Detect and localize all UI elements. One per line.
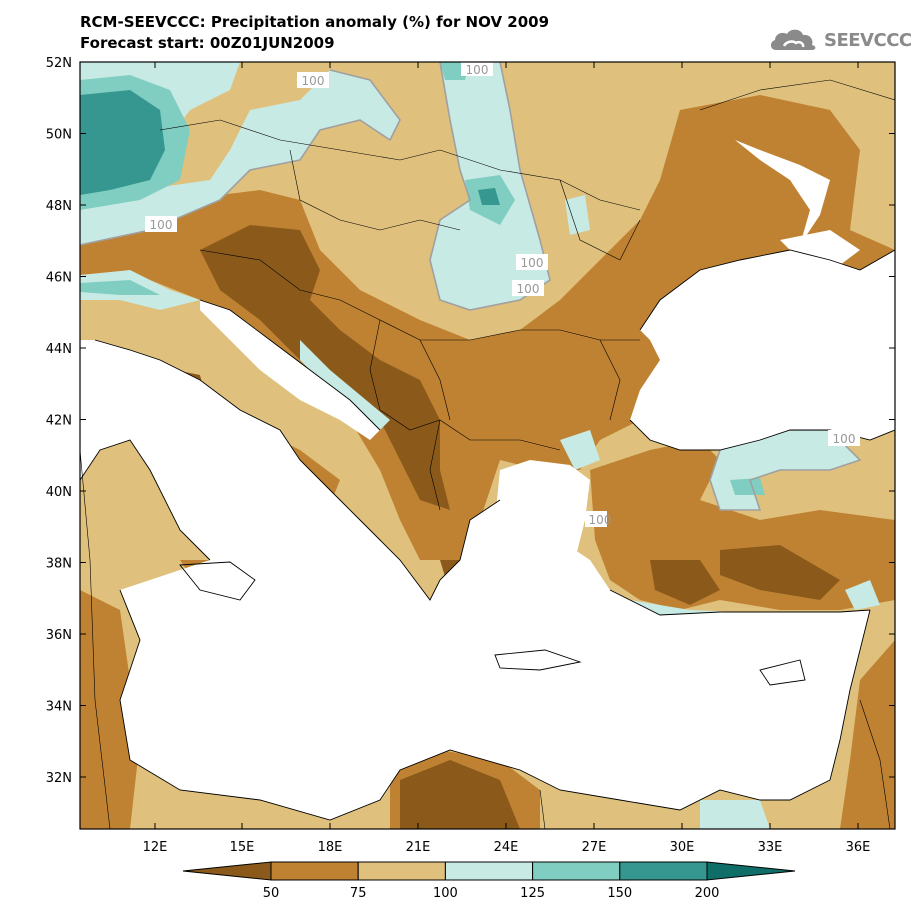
lon-label: 18E — [318, 840, 343, 855]
map-frame — [79, 61, 896, 830]
legend-swatch — [619, 861, 708, 881]
legend-swatch — [706, 861, 796, 881]
contour-label: 100 — [517, 282, 540, 296]
lat-label: 44N — [46, 342, 72, 357]
adriatic-sea — [200, 300, 380, 440]
band-150-200-west — [80, 90, 165, 195]
band-100-125-aegean — [560, 430, 600, 470]
anomaly-field: 100 100 100 100 100 100 100 — [80, 62, 895, 829]
contour-label: 100 — [833, 432, 856, 446]
lon-label: 36E — [846, 840, 871, 855]
longitude-axis: 12E 15E 18E 21E 24E 27E 30E 33E 36E — [143, 62, 871, 855]
seevccc-logo: SEEVCCC — [768, 26, 912, 54]
cloud-logo-icon — [770, 29, 816, 50]
lon-label: 21E — [406, 840, 431, 855]
black-sea — [630, 250, 895, 450]
azov-sea — [780, 230, 860, 265]
band-100-125-cyprus-area — [845, 580, 880, 610]
map-title: RCM-SEEVCCC: Precipitation anomaly (%) f… — [80, 13, 550, 31]
lon-label: 15E — [230, 840, 255, 855]
contour-label: 100 — [150, 218, 173, 232]
legend-tick-label: 150 — [607, 886, 632, 901]
contour-label: 100 — [521, 256, 544, 270]
band-below-50-libya — [400, 760, 520, 829]
lat-label: 50N — [46, 128, 72, 143]
lat-label: 36N — [46, 628, 72, 643]
legend-tick-label: 125 — [520, 886, 545, 901]
legend-swatch — [444, 861, 534, 881]
contour-label: 100 — [302, 74, 325, 88]
logo-text: SEEVCCC — [824, 29, 912, 51]
band-100-125-hungary — [565, 195, 590, 235]
legend-swatch — [357, 861, 446, 881]
lat-label: 42N — [46, 414, 72, 429]
lon-label: 12E — [143, 840, 168, 855]
lon-label: 33E — [758, 840, 783, 855]
legend-tick-label: 50 — [263, 886, 280, 901]
lat-label: 38N — [46, 557, 72, 572]
legend-tick-label: 200 — [695, 886, 720, 901]
lat-label: 34N — [46, 700, 72, 715]
sea-mask — [80, 140, 895, 820]
band-125-150-turkey — [730, 478, 765, 495]
contour-label: 100 — [589, 513, 612, 527]
lat-label: 52N — [46, 56, 72, 71]
lon-label: 27E — [582, 840, 607, 855]
latitude-axis: 52N 50N 48N 46N 44N 42N 40N 38N 36N 34N 32N — [46, 56, 895, 786]
contour-labels: 100 100 100 100 100 100 100 — [145, 62, 860, 527]
band-100-125-egypt — [700, 800, 770, 829]
lat-label: 48N — [46, 199, 72, 214]
legend-tick-label: 75 — [350, 886, 367, 901]
forecast-start: Forecast start: 00Z01JUN2009 — [80, 34, 335, 52]
legend-tick-label: 100 — [433, 886, 458, 901]
colorbar-legend: 50 75 100 125 150 200 — [182, 861, 796, 901]
lat-label: 40N — [46, 485, 72, 500]
tyrrhenian-mediterranean-sea — [80, 340, 870, 820]
legend-swatch — [532, 861, 621, 881]
ukraine-reservoir — [735, 140, 830, 245]
band-below-50-turkey — [650, 545, 840, 605]
coastlines — [80, 249, 895, 821]
lat-label: 46N — [46, 271, 72, 286]
country-borders — [80, 79, 895, 829]
band-125-150-alps — [80, 280, 160, 295]
band-150-200-carpathian — [478, 188, 500, 205]
legend-swatch — [270, 861, 359, 881]
aegean-sea — [480, 460, 590, 630]
lon-label: 24E — [494, 840, 519, 855]
band-100-125-adriatic — [300, 340, 390, 430]
legend-swatch — [182, 861, 272, 881]
contour-label: 100 — [466, 63, 489, 77]
lon-label: 30E — [670, 840, 695, 855]
band-50-75-balkans — [80, 95, 895, 560]
lat-label: 32N — [46, 771, 72, 786]
